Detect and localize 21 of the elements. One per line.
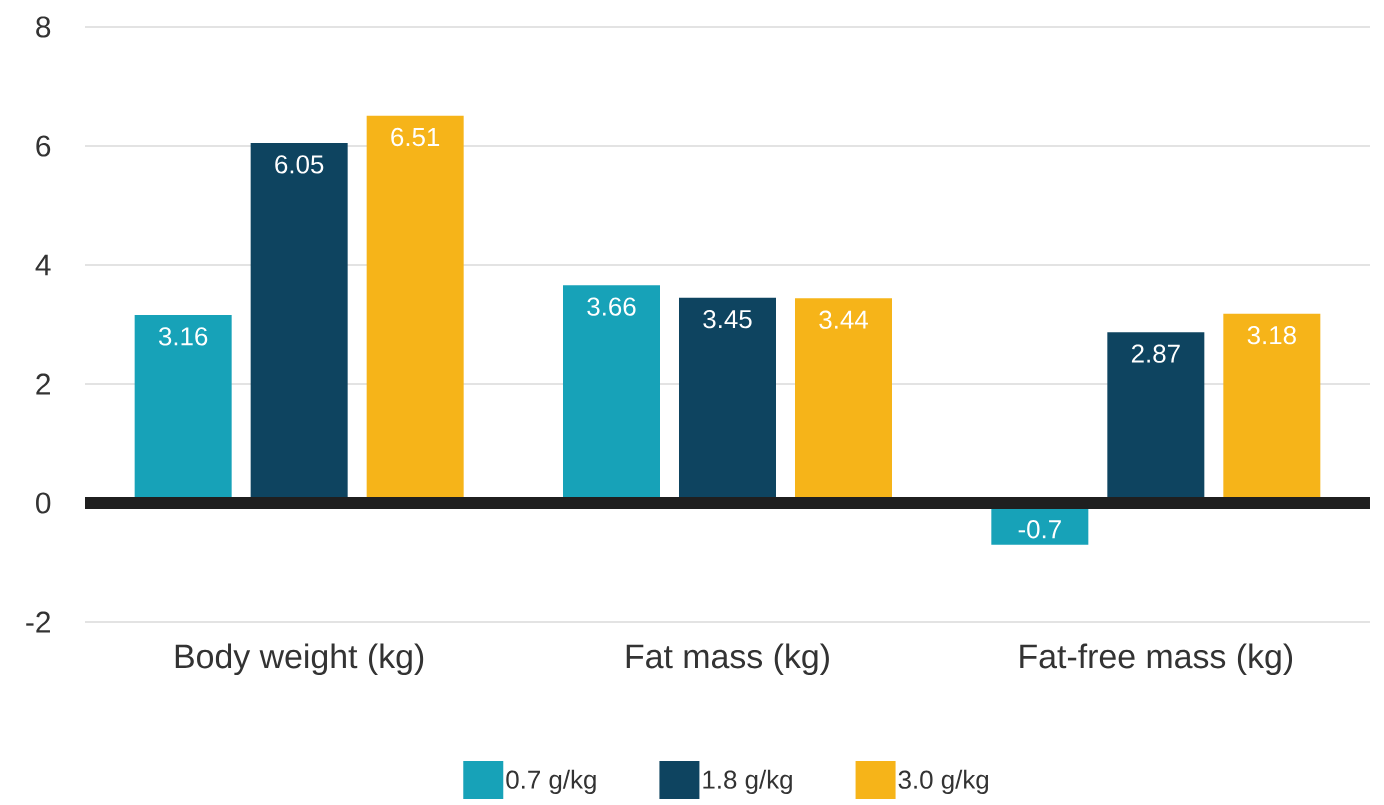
data-label: -0.7: [1018, 520, 1061, 539]
data-label: 2.87: [1131, 344, 1180, 363]
y-tick-label: 6: [36, 135, 51, 157]
data-label: 3.18: [1247, 325, 1296, 345]
y-tick-label: -2: [26, 611, 50, 633]
data-label: 6.51: [391, 127, 440, 147]
legend-label: 3.0 g/kg: [898, 769, 989, 794]
data-label: 3.16: [158, 327, 208, 346]
legend-label: 0.7 g/kg: [506, 769, 596, 794]
y-tick-label: 4: [35, 254, 51, 276]
data-label: 3.45: [703, 309, 752, 329]
y-tick-label: 8: [36, 16, 51, 38]
x-tick-label: Fat mass (kg): [626, 643, 829, 676]
y-tick-label: 0: [36, 492, 51, 514]
data-label: 3.44: [819, 310, 868, 329]
x-tick-label: Fat-free mass (kg): [1020, 643, 1293, 676]
data-label: 6.05: [275, 155, 324, 174]
data-label: 3.66: [587, 297, 636, 316]
y-tick-label: 2: [36, 373, 50, 395]
legend-label: 1.8 g/kg: [703, 769, 792, 794]
x-tick-label: Body weight (kg): [175, 643, 424, 676]
